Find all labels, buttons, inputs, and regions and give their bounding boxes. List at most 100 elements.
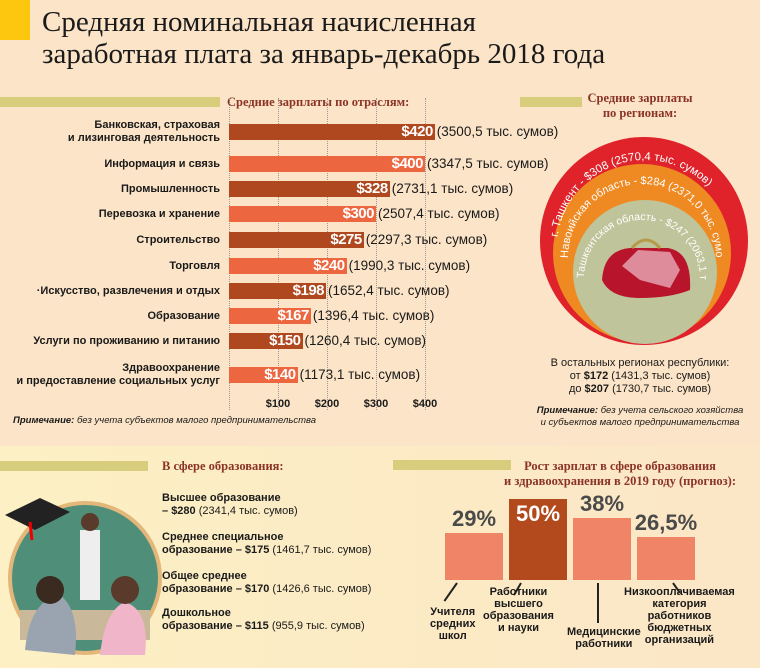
sum-label: (1990,3 тыс. сумов) bbox=[348, 258, 471, 273]
section-strip bbox=[393, 460, 511, 470]
item-prefix: образование – bbox=[162, 583, 245, 595]
title-line-2: заработная плата за январь-декабрь 2018 … bbox=[42, 38, 606, 70]
rest-to-prefix: до bbox=[568, 383, 585, 395]
item-title: Общее среднее bbox=[162, 570, 247, 582]
growth-heading-line-1: Рост зарплат в сфере образования bbox=[524, 459, 716, 473]
growth-category-label: Низкооплачиваемая категория работников бюдж… bbox=[624, 586, 735, 646]
rest-to-value: $207 bbox=[584, 383, 610, 395]
rest-to-sum: (1730,7 тыс. сумов) bbox=[609, 383, 712, 395]
bar: $420 bbox=[229, 124, 435, 140]
note-text-1: без учета сельского хозяйства bbox=[598, 405, 744, 416]
gridline bbox=[376, 98, 377, 410]
growth-heading-line-2: и здравоохранения в 2019 году (прогноз): bbox=[504, 474, 736, 488]
rest-from: от $172 (1431,3 тыс. сумов) bbox=[530, 370, 750, 383]
sum-label: (2731,1 тыс. сумов) bbox=[391, 181, 514, 196]
sum-label: (1260,4 тыс. сумов) bbox=[304, 333, 426, 348]
section-strip bbox=[520, 97, 582, 107]
category-label: Торговля bbox=[169, 259, 220, 272]
category-label: Промышленность bbox=[121, 182, 220, 195]
rest-to: до $207 (1730,7 тыс. сумов) bbox=[530, 383, 750, 396]
item-prefix: образование – bbox=[162, 544, 245, 556]
gridline bbox=[327, 98, 328, 410]
item-value: $175 bbox=[244, 544, 270, 556]
item-value: $170 bbox=[244, 583, 270, 595]
sum-label: (2507,4 тыс. сумов) bbox=[378, 206, 500, 221]
x-tick-label: $200 bbox=[314, 398, 340, 410]
note-label: Примечание: bbox=[536, 405, 599, 416]
note-label: Примечание: bbox=[13, 415, 75, 426]
sum-label: (3347,5 тыс. сумов) bbox=[427, 156, 549, 171]
x-tick-label: $100 bbox=[265, 398, 291, 410]
regions-rest: В остальных регионах республики: от $172… bbox=[530, 357, 750, 396]
item-sum: (2341,4 тыс. сумов) bbox=[195, 505, 298, 517]
sum-label: (1652,4 тыс. сумов) bbox=[328, 283, 450, 298]
x-tick-label: $300 bbox=[363, 398, 389, 410]
education-item: Среднее специальное образование – $175 (1… bbox=[162, 531, 371, 557]
bar: $300 bbox=[229, 206, 376, 222]
item-prefix: – bbox=[162, 505, 172, 517]
category-label: Информация и связь bbox=[104, 157, 220, 170]
growth-category-label: Медицинские работники bbox=[567, 626, 641, 650]
category-label: Банковская, страховая и лизинговая деятел… bbox=[67, 119, 220, 144]
bar: $140 bbox=[229, 367, 298, 383]
sum-label: (3500,5 тыс. сумов) bbox=[436, 124, 559, 139]
sum-label: (1173,1 тыс. сумов) bbox=[299, 367, 421, 382]
item-sum: (955,9 тыс. сумов) bbox=[268, 620, 365, 632]
bar: $167 bbox=[229, 308, 311, 324]
category-label: Образование bbox=[147, 309, 221, 322]
regions-heading-line-1: Средние зарплаты bbox=[587, 91, 693, 105]
industries-note: Примечание: без учета субъектов малого п… bbox=[13, 415, 316, 427]
regions-heading: Средние зарплаты по регионам: bbox=[580, 91, 700, 121]
purse-icon bbox=[602, 238, 691, 298]
regions-note: Примечание: без учета сельского хозяйств… bbox=[530, 405, 750, 429]
growth-category-label: Работники высшего образования и науки bbox=[483, 586, 554, 634]
bar: $240 bbox=[229, 258, 347, 274]
category-label: Перевозка и хранение bbox=[98, 207, 220, 220]
education-item: Дошкольное образование – $115 (955,9 тыс.… bbox=[162, 607, 365, 633]
note-text: без учета субъектов малого предпринимате… bbox=[74, 415, 317, 426]
title-accent bbox=[0, 0, 30, 40]
item-value: $280 bbox=[171, 505, 196, 517]
bar: $328 bbox=[229, 181, 390, 197]
category-label: Здравоохранение и предоставление социальн… bbox=[16, 362, 220, 387]
sum-label: (1396,4 тыс. сумов) bbox=[312, 308, 435, 323]
page-title: Средняя номинальная начисленная заработн… bbox=[42, 6, 605, 70]
rest-from-value: $172 bbox=[583, 370, 609, 382]
growth-heading: Рост зарплат в сфере образования и здрав… bbox=[490, 459, 750, 489]
item-value: $115 bbox=[244, 620, 269, 632]
gridline bbox=[278, 98, 279, 410]
growth-value-label: 50% bbox=[515, 501, 561, 526]
axis-line bbox=[229, 98, 230, 410]
growth-bar bbox=[573, 518, 631, 580]
growth-bar bbox=[445, 533, 503, 580]
growth-bar bbox=[637, 537, 695, 580]
item-title: Среднее специальное bbox=[162, 531, 284, 543]
bar: $400 bbox=[229, 156, 425, 172]
leader-line bbox=[597, 583, 599, 623]
rest-line-1: В остальных регионах республики: bbox=[550, 357, 730, 369]
category-label: Строительство bbox=[136, 233, 220, 246]
bar: $275 bbox=[229, 232, 364, 248]
title-line-1: Средняя номинальная начисленная bbox=[42, 6, 476, 38]
growth-bar bbox=[509, 499, 567, 580]
x-tick-label: $400 bbox=[412, 398, 438, 410]
section-strip bbox=[0, 97, 220, 107]
rest-from-sum: (1431,3 тыс. сумов) bbox=[608, 370, 711, 382]
bar: $198 bbox=[229, 283, 327, 299]
graduation-cap-icon bbox=[5, 498, 70, 530]
note-text-2: и субъектов малого предпринимательства bbox=[540, 417, 740, 428]
education-heading: В сфере образования: bbox=[162, 459, 284, 473]
education-item: Высшее образование – $280 (2341,4 тыс. су… bbox=[162, 492, 298, 518]
bar: $150 bbox=[229, 333, 303, 349]
item-prefix: образование – bbox=[162, 620, 245, 632]
section-strip bbox=[0, 461, 148, 471]
item-sum: (1461,7 тыс. сумов) bbox=[269, 544, 372, 556]
growth-value-label: 26,5% bbox=[634, 510, 698, 536]
category-label: Услуги по проживанию и питанию bbox=[33, 334, 220, 347]
category-label: ·Искусство, развлечения и отдых bbox=[36, 284, 220, 297]
regions-rings: г. Ташкент - $308 (2570,4 тыс. сумов) На… bbox=[520, 120, 748, 345]
rest-from-prefix: от bbox=[569, 370, 584, 382]
regions-heading-line-2: по регионам: bbox=[602, 106, 678, 120]
education-item: Общее среднее образование – $170 (1426,6 … bbox=[162, 570, 371, 596]
growth-category-label: Учителя средних школ bbox=[430, 606, 476, 642]
